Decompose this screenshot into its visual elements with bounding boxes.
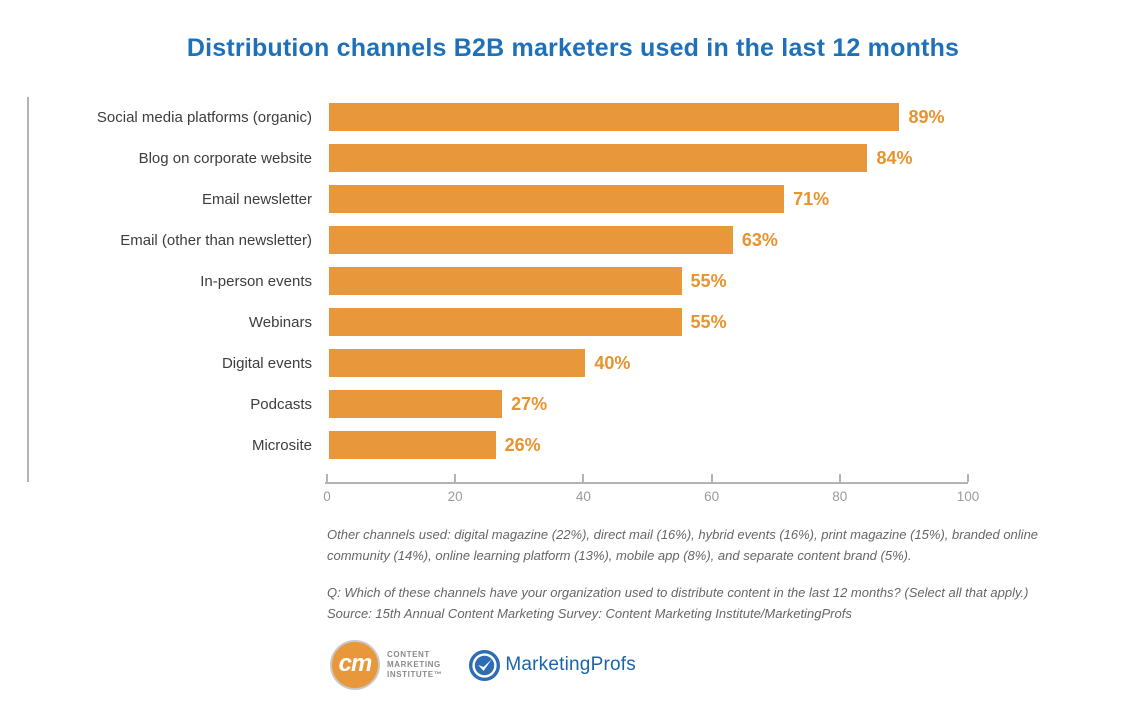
marketingprofs-logo: MarketingProfs [468,649,636,682]
x-axis-tick-label: 100 [956,489,980,504]
x-axis-line [325,482,968,484]
cmi-text-line: INSTITUTE™ [387,670,443,680]
category-label: Digital events [221,355,312,372]
marketingprofs-logo-text: MarketingProfs [505,654,636,676]
value-label: 71% [793,188,830,209]
bar-rows: Social media platforms (organic) 89% Blog … [29,97,970,466]
x-axis-tick-label: 20 [447,489,463,504]
x-axis-tick [967,474,969,482]
x-axis: 0 20 40 60 80 100 [323,474,979,508]
bar [329,144,868,172]
bar-row: Webinars 55% [29,302,970,343]
bar-row: Email newsletter 71% [29,179,970,220]
footnote-question: Q: Which of these channels have your org… [327,585,1029,601]
cmi-logo: cm CONTENT MARKETING INSTITUTE™ [330,640,442,691]
plot-area: Social media platforms (organic) 89% Blog … [27,97,968,482]
value-label: 27% [511,393,548,414]
category-label: Webinars [248,314,312,331]
bar [329,308,682,336]
bar-track: 71% [329,179,970,220]
bar [329,103,900,131]
x-axis-tick [710,474,713,482]
x-axis-tick [326,474,328,482]
x-axis-tick-label: 80 [832,489,848,504]
marketingprofs-logo-icon [469,649,501,681]
category-label: In-person events [200,273,312,290]
x-axis-tick-label: 0 [323,489,331,504]
value-label: 89% [908,106,945,127]
category-label: Blog on corporate website [138,150,312,167]
x-axis-tick-label: 40 [575,489,591,504]
bar-row: Podcasts 27% [29,384,970,425]
bar-track: 26% [329,425,970,466]
bar [329,267,682,295]
x-axis-tick [454,474,457,482]
cmi-logo-icon: cm [330,640,380,691]
value-label: 40% [594,352,631,373]
cmi-logo-text: CONTENT MARKETING INSTITUTE™ [387,650,442,681]
bar [329,349,586,377]
footnote-source: Source: 15th Annual Content Marketing Su… [327,606,852,622]
brand-logos: cm CONTENT MARKETING INSTITUTE™ Marketin… [330,640,1146,691]
x-axis-tick [582,474,585,482]
bar-track: 89% [329,97,970,138]
bar-row: Social media platforms (organic) 89% [29,97,970,138]
bar-chart: Social media platforms (organic) 89% Blog … [27,97,979,508]
bar-track: 55% [329,261,970,302]
category-label: Social media platforms (organic) [96,109,312,126]
bar-track: 63% [329,220,970,261]
value-label: 63% [741,229,778,250]
value-label: 26% [504,434,541,455]
value-label: 55% [690,270,727,291]
bar-track: 55% [329,302,970,343]
x-axis-tick [838,474,841,482]
chart-page: Distribution channels B2B marketers used… [27,34,1146,691]
category-label: Podcasts [250,396,312,413]
cmi-text-line: CONTENT [387,649,430,659]
bar-row: Email (other than newsletter) 63% [29,220,970,261]
category-label: Microsite [251,437,312,454]
value-label: 84% [876,147,913,168]
x-axis-tick-label: 60 [704,489,720,504]
bar-row: Blog on corporate website 84% [29,138,970,179]
chart-title: Distribution channels B2B marketers used… [186,34,960,62]
bar-track: 27% [329,384,970,425]
footnote-other-channels: Other channels used: digital magazine (2… [327,527,1039,564]
bar [329,390,503,418]
value-label: 55% [690,311,727,332]
bar-row: Digital events 40% [29,343,970,384]
category-label: Email (other than newsletter) [120,232,312,249]
bar-row: In-person events 55% [29,261,970,302]
bar [329,431,496,459]
bar [329,185,785,213]
category-label: Email newsletter [201,191,312,208]
cmi-text-line: MARKETING [387,659,441,669]
bar-row: Microsite 26% [29,425,970,466]
footnotes: Other channels used: digital magazine (2… [327,524,1067,624]
bar-track: 84% [329,138,970,179]
bar [329,226,733,254]
bar-track: 40% [329,343,970,384]
